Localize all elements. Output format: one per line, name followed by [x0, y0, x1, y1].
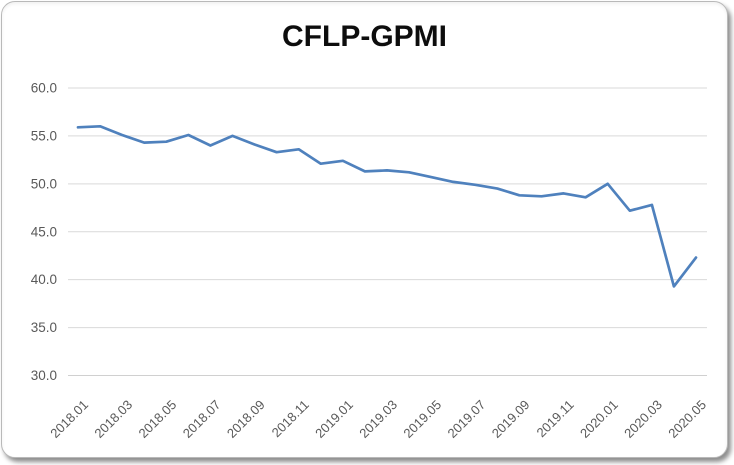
- x-axis-tick-label: 2019.07: [445, 397, 489, 441]
- y-axis-tick-label: 40.0: [31, 272, 57, 287]
- x-axis-tick-label: 2018.07: [180, 397, 224, 441]
- x-axis-tick-label: 2019.03: [356, 397, 400, 441]
- x-axis-tick-label: 2018.05: [136, 397, 180, 441]
- x-axis-tick-label: 2019.11: [534, 397, 577, 440]
- x-axis-tick-label: 2019.09: [489, 397, 533, 441]
- x-axis-tick-label: 2020.01: [577, 397, 621, 441]
- data-series-line: [76, 124, 698, 288]
- y-axis-tick-label: 50.0: [31, 176, 57, 191]
- x-axis-tick-label: 2020.05: [665, 397, 709, 441]
- x-axis-tick-label: 2018.01: [47, 397, 91, 441]
- y-axis-tick-label: 45.0: [31, 224, 57, 239]
- y-axis-tick-label: 35.0: [31, 320, 57, 335]
- y-axis-tick-label: 60.0: [31, 81, 57, 96]
- y-axis-tick-label: 55.0: [31, 128, 57, 143]
- x-axis-tick-label: 2019.01: [312, 397, 356, 441]
- x-axis-tick-label: 2018.03: [91, 397, 135, 441]
- chart-title: CFLP-GPMI: [282, 20, 447, 53]
- x-axis-tick-label: 2020.03: [621, 397, 665, 441]
- x-axis-tick-label: 2018.11: [269, 397, 312, 440]
- chart-frame: CFLP-GPMI: [1, 1, 728, 458]
- y-axis-tick-label: 30.0: [31, 368, 57, 383]
- x-axis-tick-label: 2018.09: [224, 397, 268, 441]
- x-axis-tick-label: 2019.05: [400, 397, 444, 441]
